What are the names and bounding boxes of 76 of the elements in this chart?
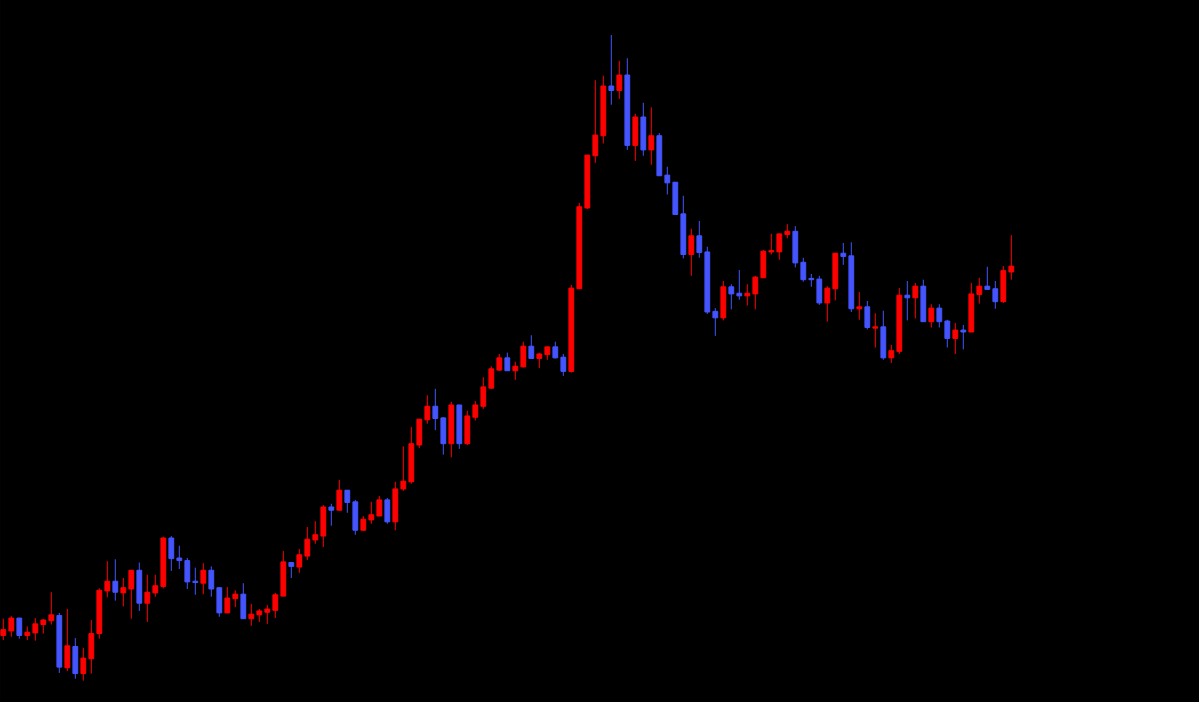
candlestick [184,557,191,590]
candlestick [512,361,519,381]
candlestick [864,300,871,330]
candlestick [816,275,823,306]
candlestick [648,106,655,166]
candlestick [504,352,511,372]
candlestick [0,618,7,641]
candlestick [344,489,351,514]
candlestick [304,526,311,561]
candlestick [488,365,495,389]
candlestick [872,312,879,348]
candlestick [80,647,87,682]
candlestick [744,283,751,307]
candlestick [840,242,847,266]
candlestick [32,617,39,642]
candlestick [664,166,671,195]
candlestick [432,388,439,431]
candlestick [376,495,383,517]
candlestick [152,574,159,598]
candlestick [64,608,71,672]
candlestick [976,277,983,305]
candlestick [16,617,23,640]
candlestick [1008,234,1015,281]
candlestick [944,319,951,348]
candlestick [368,501,375,525]
candlestick [592,79,599,164]
candlestick [712,307,719,337]
candlestick [384,497,391,525]
candlestick [560,353,567,377]
candlestick [824,285,831,323]
candlestick [952,322,959,355]
candlestick [960,324,967,350]
candlestick [112,558,119,602]
candlestick [472,400,479,421]
candlestick [264,604,271,625]
candlestick [336,479,343,511]
candlestick [312,520,319,545]
candlestick [8,615,15,638]
candlestick [296,548,303,574]
candlestick [128,569,135,620]
candlestick [520,341,527,369]
candlestick [616,60,623,100]
candlestick [424,394,431,425]
candlestick [736,269,743,301]
candlestick [104,560,111,598]
candlestick [856,291,863,321]
candlestick [168,535,175,572]
candlestick [176,545,183,570]
candlestick [992,280,999,310]
candlestick [192,567,199,596]
candlestick [208,565,215,598]
candlestick [728,283,735,310]
candlestick [800,257,807,283]
candlestick [928,303,935,328]
candlestick [688,228,695,277]
candlestick [120,577,127,607]
candlestick [480,376,487,410]
candlestick [696,220,703,259]
candlestick [904,280,911,321]
candlestick [984,266,991,290]
candlestick [776,233,783,261]
candlestick [48,591,55,626]
candlestick [328,503,335,527]
candlestick [936,303,943,328]
candlestick [144,574,151,623]
candlestick [888,344,895,364]
candlestick [752,275,759,310]
candlestick [528,334,535,359]
candlestick [224,586,231,614]
candlestick [400,445,407,492]
candlestick [768,233,775,256]
candlestick [248,603,255,627]
candlestick [608,34,615,106]
candlestick [200,562,207,595]
candlestick [272,592,279,619]
candlestick [912,282,919,319]
